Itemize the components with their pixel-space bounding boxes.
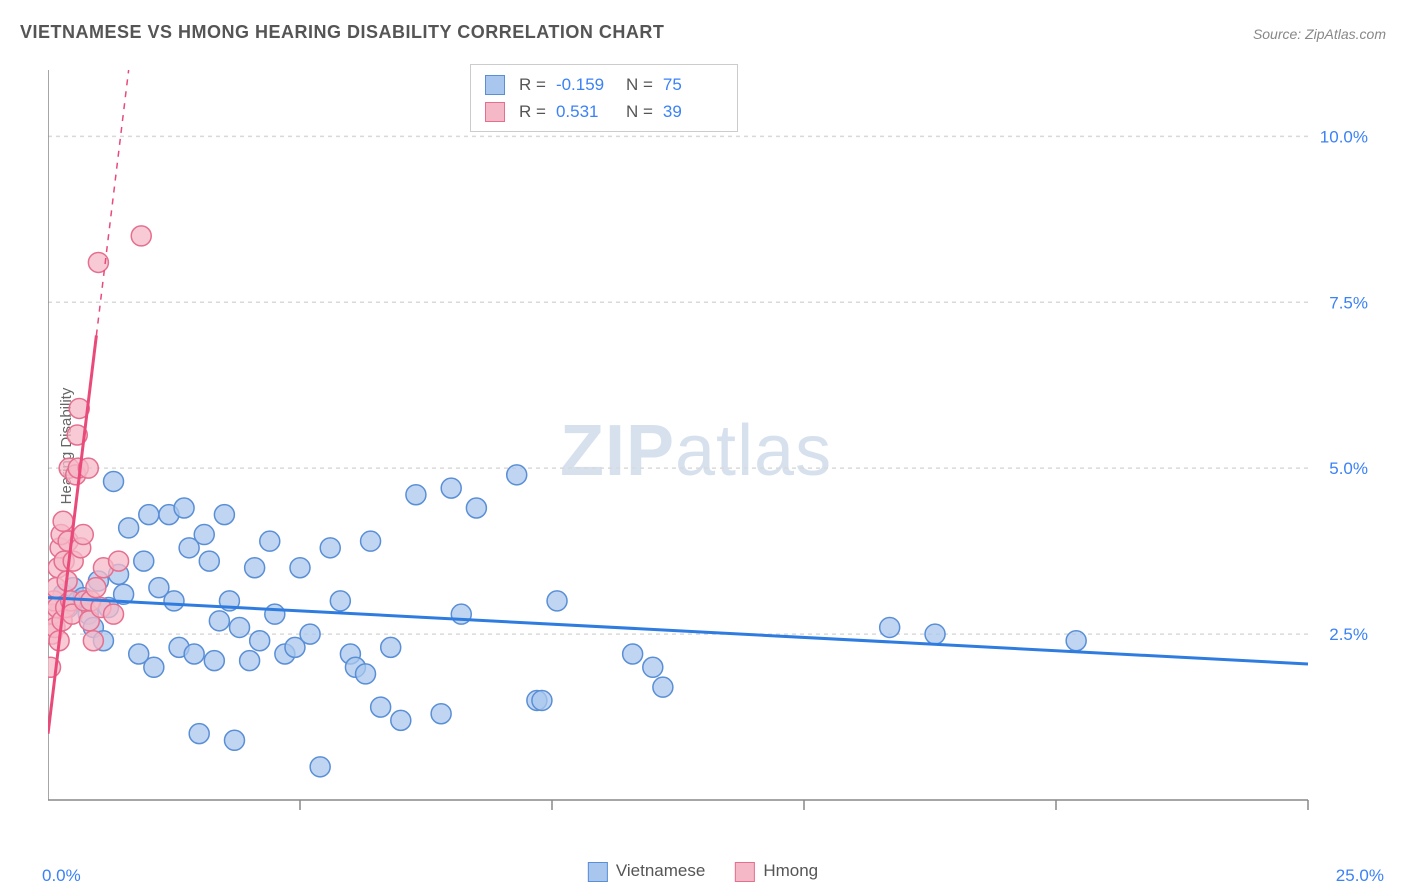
legend-item-vietnamese: Vietnamese xyxy=(588,861,705,882)
legend-item-hmong: Hmong xyxy=(735,861,818,882)
x-axis-min-label: 0.0% xyxy=(42,866,81,886)
stats-row-hmong: R = 0.531 N = 39 xyxy=(485,98,723,125)
stats-row-vietnamese: R = -0.159 N = 75 xyxy=(485,71,723,98)
svg-text:10.0%: 10.0% xyxy=(1320,127,1368,146)
source-label: Source: ZipAtlas.com xyxy=(1253,26,1386,42)
stats-legend-box: R = -0.159 N = 75 R = 0.531 N = 39 xyxy=(470,64,738,132)
svg-text:7.5%: 7.5% xyxy=(1329,293,1368,312)
bottom-legend: Vietnamese Hmong xyxy=(588,861,818,882)
swatch-hmong-icon xyxy=(735,862,755,882)
svg-text:2.5%: 2.5% xyxy=(1329,625,1368,644)
swatch-vietnamese-icon xyxy=(588,862,608,882)
scatter-chart: 2.5% 5.0% 7.5% 10.0% xyxy=(48,60,1378,840)
svg-text:5.0%: 5.0% xyxy=(1329,459,1368,478)
x-axis-max-label: 25.0% xyxy=(1336,866,1384,886)
swatch-hmong xyxy=(485,102,505,122)
chart-title: VIETNAMESE VS HMONG HEARING DISABILITY C… xyxy=(20,22,664,43)
swatch-vietnamese xyxy=(485,75,505,95)
